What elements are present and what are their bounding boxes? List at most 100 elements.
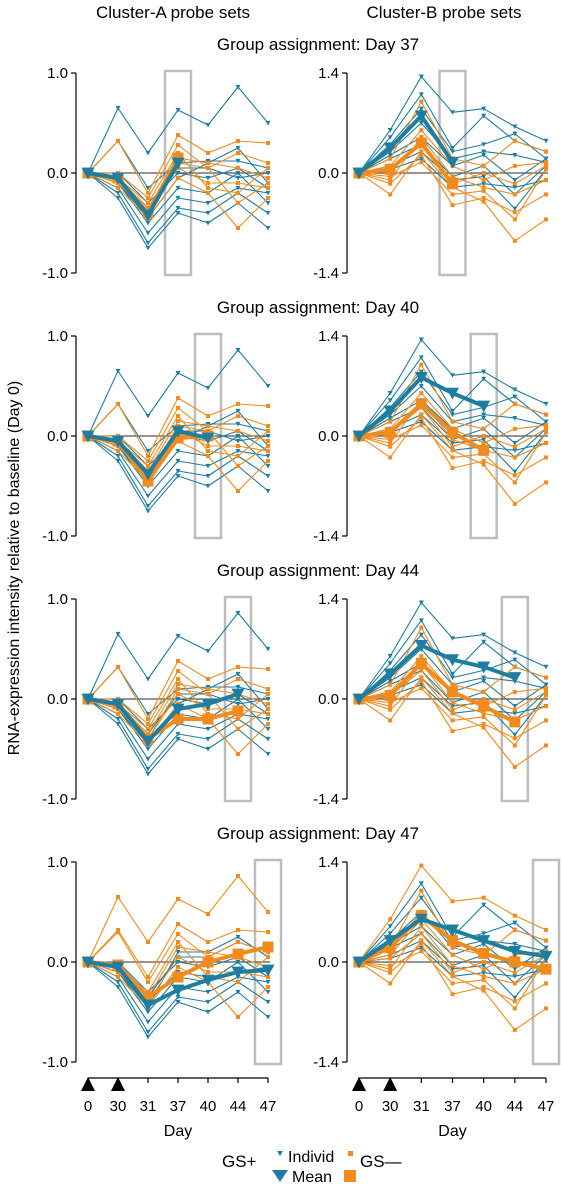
gs-minus-individual-point xyxy=(388,444,393,449)
gs-plus-individual-point xyxy=(145,756,151,762)
gs-plus-individual-point xyxy=(265,488,271,494)
legend-individ-minus-marker xyxy=(348,1151,353,1156)
gs-plus-individual-point xyxy=(235,421,241,427)
gs-minus-individual-point xyxy=(146,717,150,721)
gs-plus-individual-point xyxy=(265,190,271,196)
gs-minus-individual-point xyxy=(481,426,486,431)
gs-minus-individual-point xyxy=(236,454,240,458)
gs-minus-individual-point xyxy=(450,192,455,197)
gs-minus-individual-point xyxy=(481,163,486,168)
gs-minus-individual-point xyxy=(512,1027,517,1032)
gs-minus-individual-point xyxy=(266,181,270,185)
gs-plus-mean-point xyxy=(508,945,522,958)
panel-4: 1.4 0.0 -1.4 xyxy=(313,328,549,545)
gs-minus-individual-point xyxy=(206,970,210,974)
gs-plus-individual-point xyxy=(481,931,487,936)
y-tick-label: 0.0 xyxy=(47,165,68,182)
gs-minus-individual-point xyxy=(419,160,424,165)
gs-plus-individual-point xyxy=(450,441,455,446)
gs-plus-individual-point xyxy=(481,675,487,681)
legend-individ-label: Individ xyxy=(288,1149,334,1166)
gs-plus-mean-point xyxy=(171,425,185,438)
gs-plus-individual-point xyxy=(175,185,181,191)
gs-minus-individual-point xyxy=(266,176,270,180)
gs-plus-individual-point xyxy=(145,240,151,246)
gs-minus-individual-point xyxy=(388,917,393,922)
gs-plus-individual-point xyxy=(145,245,151,251)
gs-minus-individual-point xyxy=(388,174,393,179)
gs-minus-individual-point xyxy=(419,412,424,417)
gs-minus-individual-point xyxy=(266,692,270,696)
x-tick-label: 30 xyxy=(382,1098,399,1115)
gs-minus-individual-point xyxy=(388,441,393,446)
gs-plus-individual-line xyxy=(87,349,269,437)
gs-minus-individual-point xyxy=(419,625,424,630)
gs-plus-individual-point xyxy=(265,383,271,389)
gs-minus-individual-point xyxy=(236,874,240,878)
gs-plus-individual-point xyxy=(115,453,121,459)
gs-minus-individual-point xyxy=(266,707,270,711)
gs-minus-individual-point xyxy=(388,967,393,972)
gs-plus-individual-point xyxy=(418,92,424,97)
gs-minus-individual-point xyxy=(544,217,548,222)
gs-minus-individual-point xyxy=(388,181,393,186)
gs-minus-individual-point xyxy=(236,414,240,418)
gs-minus-mean-point xyxy=(540,963,552,975)
gs-plus-individual-point xyxy=(387,661,393,666)
y-tick-label: 0.0 xyxy=(47,428,68,445)
gs-minus-individual-point xyxy=(146,464,150,468)
gs-plus-mean-point xyxy=(414,110,428,123)
gs-minus-individual-point xyxy=(176,677,180,681)
gs-minus-individual-point xyxy=(266,667,270,671)
x-tick-label: 47 xyxy=(260,1098,277,1115)
gs-plus-individual-point xyxy=(265,210,271,216)
gs-plus-individual-point xyxy=(512,711,518,716)
gs-plus-mean-point xyxy=(111,961,125,974)
gs-minus-individual-point xyxy=(450,963,455,968)
gs-plus-individual-point xyxy=(543,419,549,425)
gs-minus-individual-point xyxy=(176,682,180,686)
gs-plus-individual-point xyxy=(235,158,241,164)
gs-minus-individual-point xyxy=(266,722,270,726)
y-tick-label: 0.0 xyxy=(318,954,339,971)
legend-mean-minus-marker xyxy=(344,1170,356,1182)
gs-minus-individual-point xyxy=(206,191,210,195)
x-arrow-marker xyxy=(81,1077,95,1091)
gs-plus-individual-point xyxy=(145,508,151,514)
x-tick-label: 31 xyxy=(140,1098,157,1115)
gs-plus-mean-point xyxy=(111,435,125,448)
gs-minus-individual-point xyxy=(544,675,548,680)
gs-plus-mean-point xyxy=(141,468,155,481)
gs-plus-individual-point xyxy=(175,205,181,211)
gs-plus-individual-point xyxy=(512,650,518,656)
gs-plus-individual-point xyxy=(175,210,181,216)
gs-minus-individual-point xyxy=(176,945,180,949)
gs-minus-individual-point xyxy=(481,689,486,694)
y-tick-label: 0.0 xyxy=(318,165,339,182)
gs-plus-individual-point xyxy=(175,448,181,454)
gs-minus-individual-point xyxy=(544,163,548,168)
gs-minus-individual-point xyxy=(266,910,270,914)
gs-plus-individual-point xyxy=(512,942,518,947)
gs-minus-mean-point xyxy=(384,163,396,175)
gs-minus-individual-point xyxy=(176,932,180,936)
gs-plus-individual-point xyxy=(145,503,151,509)
gs-plus-individual-point xyxy=(450,967,455,972)
gs-minus-individual-point xyxy=(419,135,424,140)
gs-plus-individual-line xyxy=(87,612,269,700)
gs-minus-individual-point xyxy=(450,899,455,904)
gs-plus-individual-point xyxy=(235,934,241,940)
gs-minus-individual-point xyxy=(544,689,548,694)
gs-minus-individual-point xyxy=(388,455,393,460)
gs-plus-individual-point xyxy=(175,107,181,113)
gs-plus-individual-point xyxy=(481,153,487,158)
gs-minus-individual-point xyxy=(176,669,180,673)
gs-minus-individual-point xyxy=(544,686,548,691)
gs-plus-individual-point xyxy=(265,696,271,702)
gs-plus-individual-point xyxy=(418,74,424,80)
group-titles: Group assignment: Day 37 Group assignment… xyxy=(217,35,419,843)
gs-plus-mean-point xyxy=(414,640,428,652)
column-title-a: Cluster-A probe sets xyxy=(96,3,250,22)
gs-minus-individual-point xyxy=(419,931,424,936)
gs-plus-individual-point xyxy=(512,657,518,663)
